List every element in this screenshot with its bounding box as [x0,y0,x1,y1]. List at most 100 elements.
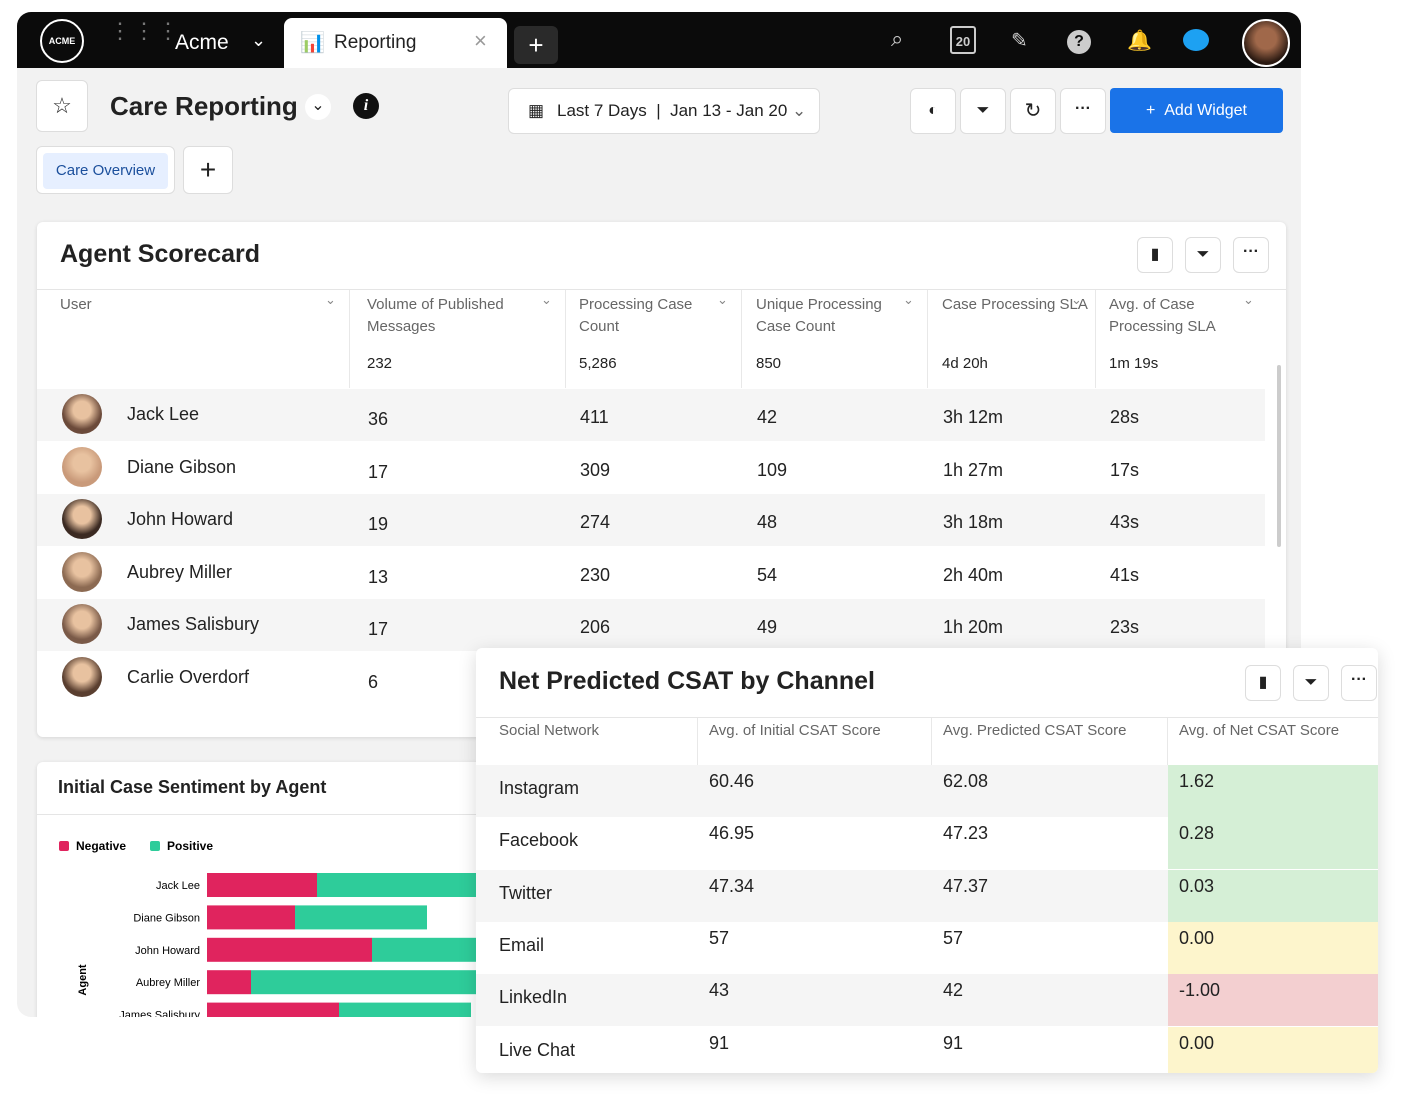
channel-name: Twitter [499,882,553,903]
table-row: Jack Lee 36 411 42 3h 12m 28s [37,389,1265,441]
refresh-button[interactable]: ↻ [1010,88,1056,134]
cell: 46.95 [709,823,755,844]
avatar [62,604,102,644]
legend-swatch [150,841,160,851]
profile-avatar[interactable] [1242,19,1290,67]
channel-name: Instagram [499,778,580,798]
sort-caret[interactable]: ⌄ [325,292,336,307]
cell: 411 [580,407,609,427]
table-row: Live Chat 91 91 0.00 [476,1026,1378,1073]
y-tick-label: James Salisbury [119,1010,200,1017]
divider [37,289,1286,290]
table-row: Carlie Overdorf 6 [37,652,1265,704]
column-total: 1m 19s [1109,355,1159,372]
bar-segment [207,970,251,995]
new-tab[interactable]: + [514,26,558,64]
view-tab[interactable]: Care Overview [43,153,168,189]
tab-close[interactable]: × [474,28,487,53]
cell: 42 [943,980,964,1001]
column-divider [927,290,928,388]
chart-button[interactable]: ▮ [1137,237,1173,273]
add-view-button[interactable]: + [183,146,233,194]
column-header: Case Processing SLA [942,296,1088,313]
column-header: Avg. of Case Processing SLA [1109,296,1216,335]
channel-name: Facebook [499,830,579,851]
sort-caret[interactable]: ⌄ [1071,292,1082,307]
column-divider [741,290,742,388]
column-total: 232 [367,355,393,372]
csat-widget: Net Predicted CSAT by Channel ▮ ⏷ ··· So… [476,648,1378,1073]
cell: 1.62 [1179,771,1215,791]
workspace-caret[interactable]: ⌄ [251,30,267,50]
legend-label: Positive [167,839,213,853]
bell-icon[interactable]: 🔔 [1127,30,1152,52]
cell: 1h 27m [943,459,1004,480]
bar-segment [339,1002,471,1017]
table-row: James Salisbury 17 206 49 1h 20m 23s [37,599,1265,651]
sort-caret[interactable]: ⌄ [903,292,914,307]
chat-icon[interactable] [1183,29,1209,51]
avatar [62,551,102,592]
more-button[interactable]: ··· [1233,237,1269,273]
sort-caret[interactable]: ⌄ [717,292,728,307]
widget-title: Net Predicted CSAT by Channel [499,667,875,695]
help-icon[interactable]: ? [1067,30,1091,54]
cell: 109 [757,459,788,480]
sort-caret[interactable]: ⌄ [1243,292,1254,307]
title-caret[interactable]: ⌄ [305,94,331,120]
column-divider [565,290,566,388]
cell: 47.34 [709,875,755,896]
divider [476,717,1378,718]
filter-button[interactable]: ⏷ [1293,665,1329,701]
filter-button[interactable]: ⏷ [960,88,1006,134]
cell: 36 [368,409,389,429]
more-button[interactable]: ··· [1341,665,1377,701]
cell: 230 [580,564,611,585]
sort-caret[interactable]: ⌄ [541,292,552,307]
info-icon[interactable]: i [353,93,379,119]
scrollbar[interactable] [1277,365,1281,547]
table-row: Facebook 46.95 47.23 0.28 [476,817,1378,870]
widget-title: Agent Scorecard [60,240,261,268]
user-name: Jack Lee [127,404,200,424]
channel-name: Live Chat [499,1039,576,1060]
filter-button[interactable]: ⏷ [1185,237,1221,273]
cell: 49 [757,617,778,637]
add-widget-button[interactable]: + Add Widget [1110,88,1283,133]
bar-segment [295,905,427,930]
column-divider [1167,718,1168,765]
edit-icon[interactable]: ✎ [1011,30,1028,52]
more-button[interactable]: ··· [1060,88,1106,134]
cell: 47.37 [943,875,989,896]
avatar [62,394,102,434]
cell: 0.00 [1179,927,1215,948]
date-values: Jan 13 - Jan 20 [670,101,788,120]
favorite-button[interactable]: ☆ [36,80,88,132]
chart-button[interactable]: ▮ [1245,665,1281,701]
net-cell-bg [1168,974,1378,1027]
add-widget-label: Add Widget [1164,102,1247,119]
column-header: Social Network [499,722,600,739]
toggle-button[interactable]: ◐ [910,88,956,134]
bar-segment [207,905,295,930]
column-header: Avg. of Net CSAT Score [1179,722,1340,739]
cell: 2h 40m [943,564,1004,585]
table-row: LinkedIn 43 42 -1.00 [476,974,1378,1027]
cell: 41s [1110,564,1140,585]
active-tab[interactable]: 📊 Reporting × [284,18,507,68]
workspace[interactable]: Acme [175,31,229,54]
calendar-icon[interactable]: 20 [950,26,976,54]
cell: 274 [580,512,611,532]
date-picker[interactable]: ▦ Last 7 Days | Jan 13 - Jan 20 ⌄ [508,88,820,134]
column-divider [349,290,350,388]
logo[interactable]: ACME [40,19,84,63]
cell: 17s [1110,459,1140,480]
cell: 47.23 [943,823,989,844]
cell: 3h 18m [943,512,1004,532]
channel-name: Email [499,934,545,955]
apps-icon[interactable]: ⋮⋮⋮ [109,18,181,43]
y-tick-label: John Howard [135,945,200,957]
column-header: User [60,296,92,313]
search-icon[interactable]: ⌕ [891,26,904,51]
